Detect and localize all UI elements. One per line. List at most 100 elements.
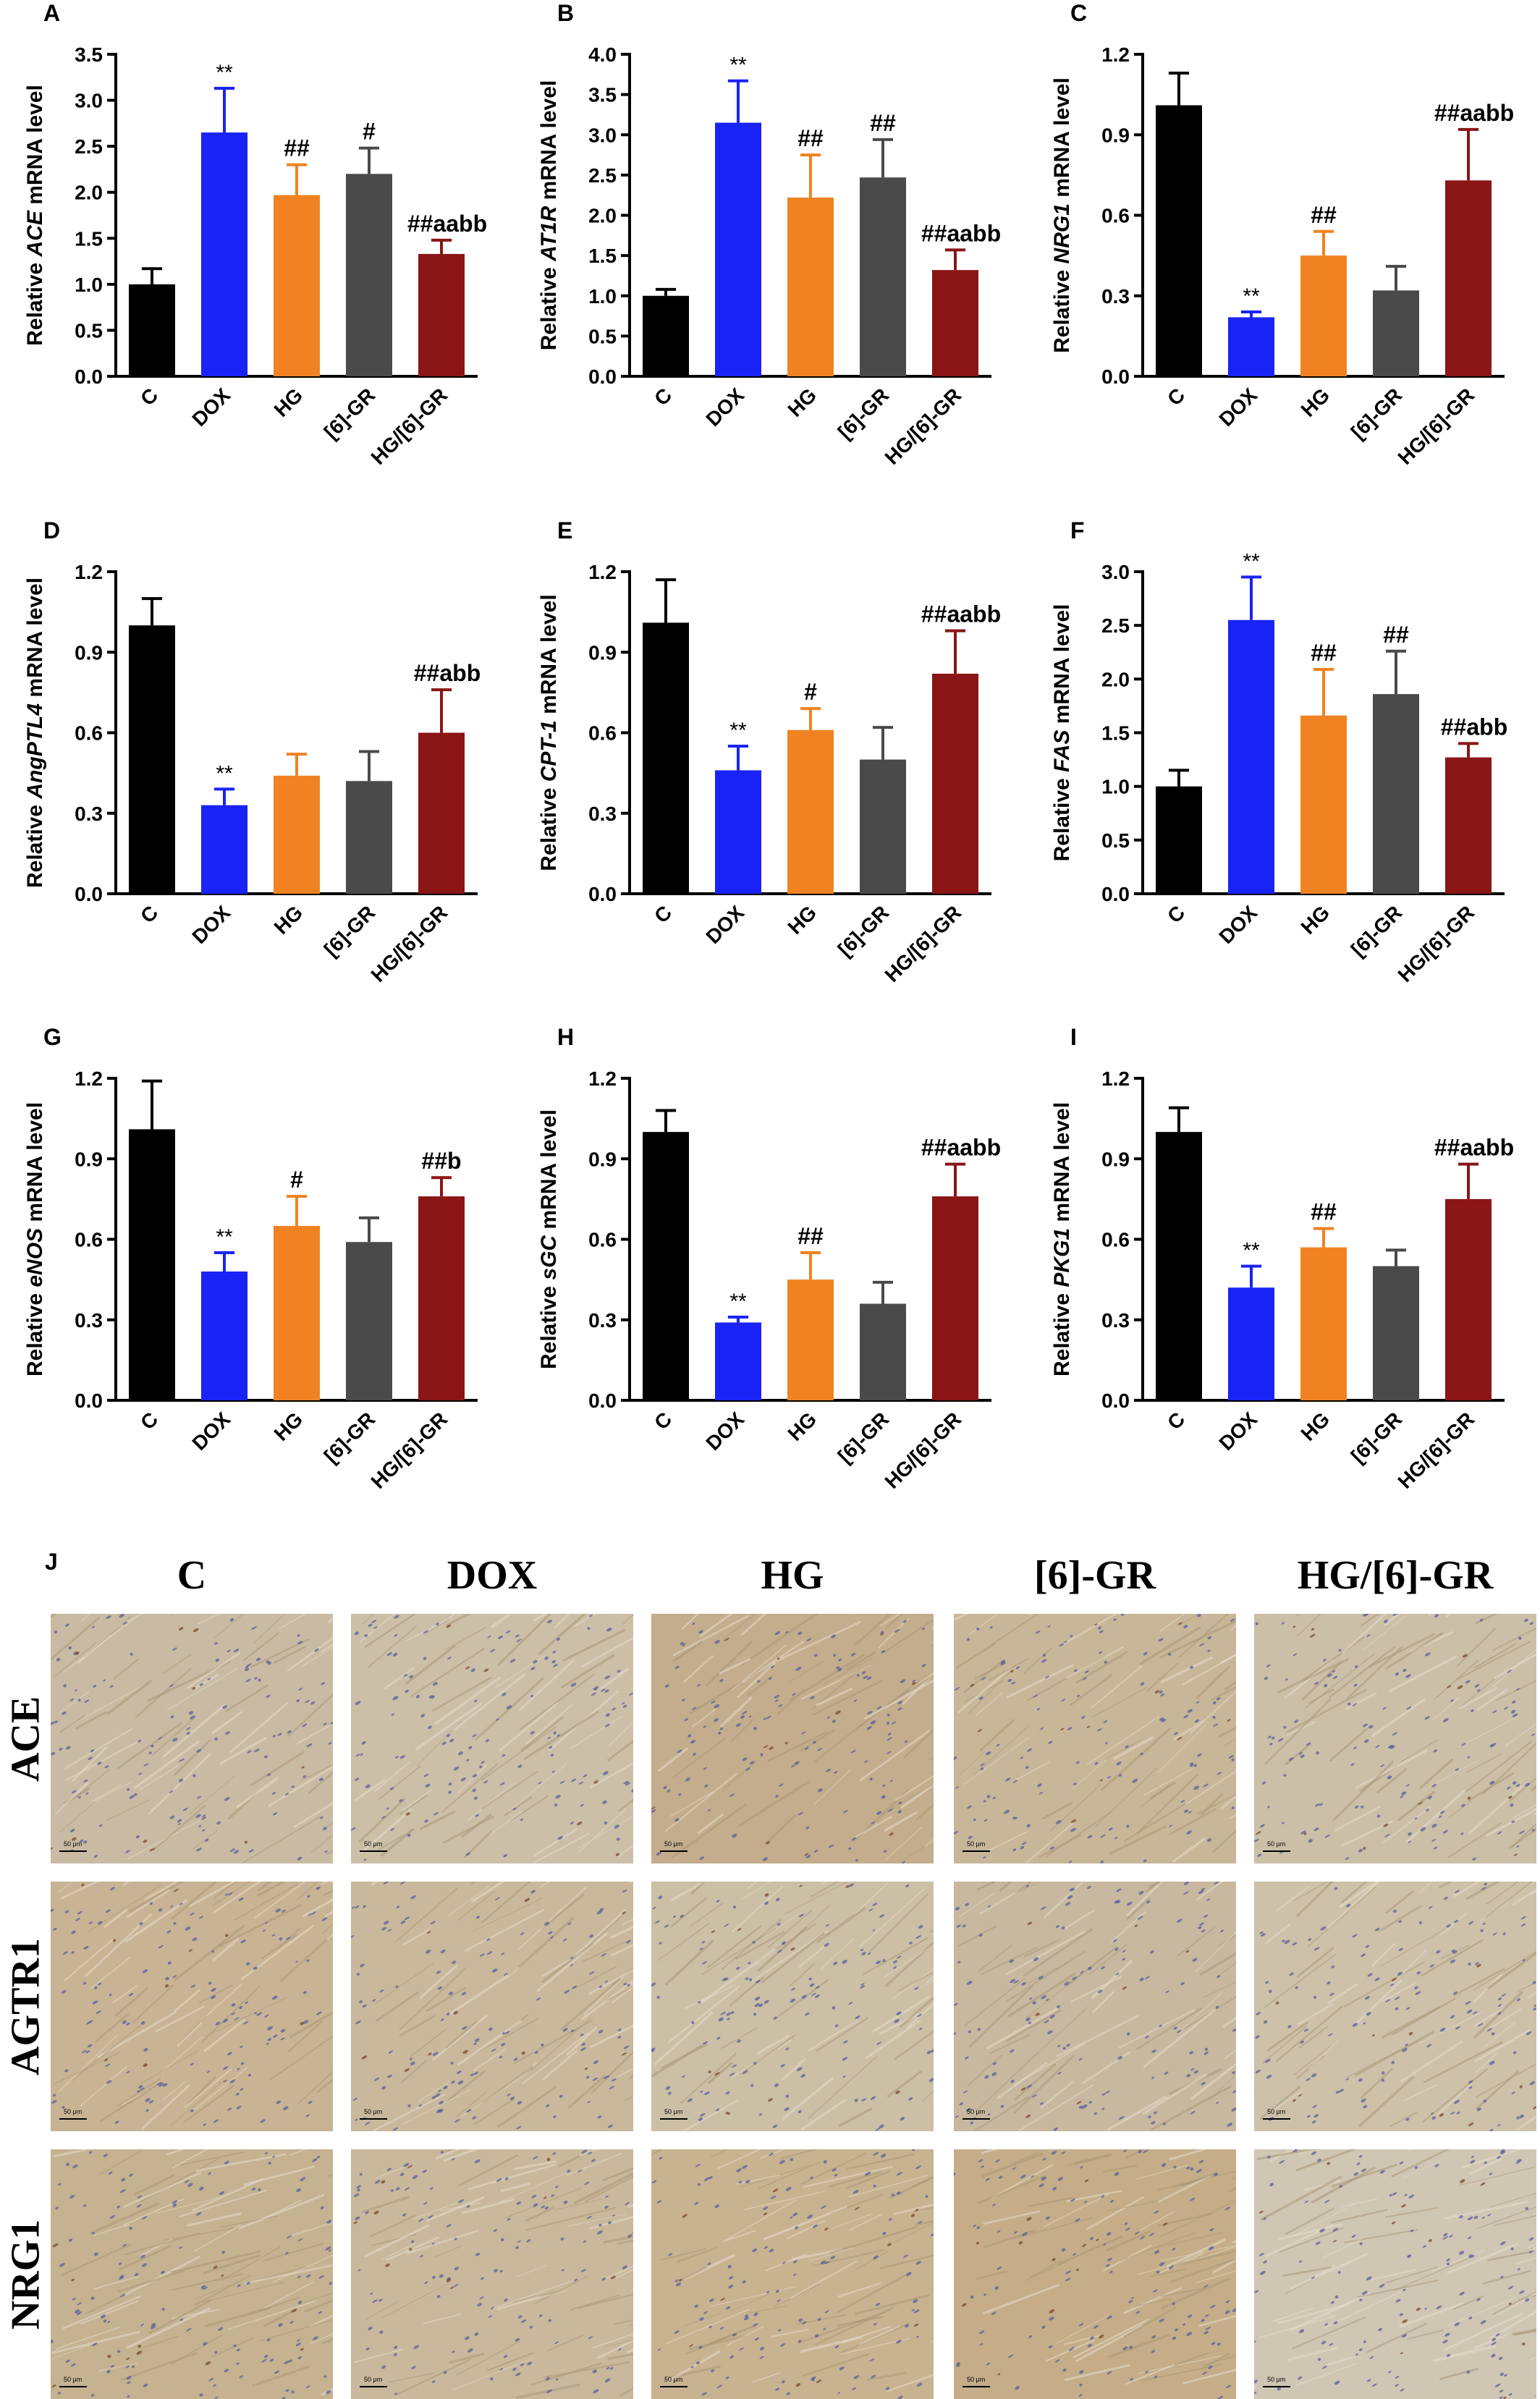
tissue-fiber [149, 2300, 211, 2333]
cell-nucleus [1374, 1977, 1381, 1982]
tissue-fiber [1398, 1791, 1435, 1820]
cell-nucleus [553, 2115, 557, 2118]
cell-nucleus [997, 2230, 1001, 2233]
scale-bar [660, 1850, 688, 1852]
tissue-fiber [1372, 1943, 1395, 1966]
cell-nucleus [356, 1972, 360, 1976]
cell-nucleus [524, 1897, 531, 1903]
tissue-fiber [742, 1641, 804, 1683]
cell-nucleus [1360, 1805, 1364, 1808]
cell-nucleus [955, 1786, 959, 1789]
tissue-fiber [1180, 1614, 1236, 1625]
cell-nucleus [656, 1995, 661, 1999]
cell-nucleus [1358, 2348, 1363, 2351]
tissue-fiber [377, 1829, 415, 1850]
cell-nucleus [1183, 1809, 1188, 1814]
tissue-fiber [190, 1776, 235, 1814]
cell-nucleus [1180, 1981, 1185, 1986]
cell-nucleus [423, 2201, 428, 2205]
y-label-prefix: Relative [537, 261, 561, 350]
cell-nucleus [488, 2027, 493, 2032]
cell-nucleus [708, 2070, 712, 2073]
cell-nucleus [240, 2088, 244, 2091]
x-tick-label: C [650, 1408, 676, 1434]
cell-nucleus [1216, 2102, 1219, 2104]
cell-nucleus [888, 2218, 892, 2222]
tissue-fiber [1042, 1803, 1072, 1819]
cell-nucleus [1051, 2150, 1058, 2156]
cell-nucleus [379, 1989, 384, 1993]
tissue-fiber [458, 2155, 518, 2186]
cell-nucleus [842, 2040, 848, 2044]
cell-nucleus [1036, 1782, 1042, 1787]
cell-nucleus [1387, 1774, 1392, 1780]
cell-nucleus [1405, 1673, 1411, 1678]
cell-nucleus [1394, 1996, 1400, 2000]
cell-nucleus [245, 1961, 250, 1966]
y-tick-label: 2.5 [1101, 614, 1130, 637]
cell-nucleus [402, 2213, 407, 2217]
tissue-fiber [684, 2100, 738, 2131]
cell-nucleus [1459, 2178, 1465, 2184]
cell-nucleus [396, 1905, 399, 1909]
cell-nucleus [1256, 1831, 1262, 1836]
cell-nucleus [694, 2201, 699, 2206]
cell-nucleus [553, 1731, 557, 1735]
tissue-fiber [1173, 1838, 1206, 1862]
cell-nucleus [1519, 2085, 1523, 2089]
scale-bar-label: 50 μm [1267, 1840, 1285, 1848]
cell-nucleus [1068, 1861, 1072, 1863]
cell-nucleus [806, 2214, 813, 2220]
tissue-fiber [260, 2200, 302, 2220]
tissue-fiber [1453, 2296, 1484, 2309]
cell-nucleus [1039, 1727, 1044, 1730]
cell-nucleus [774, 1699, 779, 1703]
cell-nucleus [1283, 1774, 1287, 1777]
cell-nucleus [741, 2165, 748, 2170]
cell-nucleus [986, 2362, 991, 2366]
cell-nucleus [850, 1652, 856, 1657]
cell-nucleus [664, 1684, 669, 1688]
cell-nucleus [1494, 2383, 1501, 2388]
cell-nucleus [1145, 2035, 1149, 2039]
cell-nucleus [576, 1821, 583, 1826]
cell-nucleus [140, 2323, 144, 2327]
cell-nucleus [921, 1663, 927, 1667]
tissue-fiber [406, 2230, 478, 2254]
cell-nucleus [1128, 2299, 1134, 2303]
cell-nucleus [275, 1908, 282, 1913]
significance-label: ##aabb [921, 1135, 1001, 1161]
y-tick-label: 3.5 [588, 84, 617, 106]
significance-label: ** [729, 54, 747, 77]
cell-nucleus [842, 2076, 846, 2078]
cell-nucleus [742, 2280, 747, 2284]
tissue-fiber [561, 1655, 614, 1688]
cell-nucleus [1395, 2298, 1401, 2303]
cell-nucleus [245, 2001, 249, 2005]
y-tick-label: 0.6 [1101, 205, 1130, 227]
cell-nucleus [145, 2109, 149, 2112]
cell-nucleus [354, 1631, 359, 1636]
tissue-fiber [708, 2062, 732, 2083]
tissue-fiber [114, 1659, 139, 1680]
cell-nucleus [1293, 1719, 1299, 1723]
cell-nucleus [842, 2057, 848, 2062]
cell-nucleus [879, 1913, 885, 1918]
cell-nucleus [753, 2312, 759, 2317]
cell-nucleus [1482, 1922, 1486, 1925]
cell-nucleus [399, 1882, 405, 1885]
cell-nucleus [236, 2348, 240, 2352]
cell-nucleus [604, 1723, 611, 1728]
cell-nucleus [221, 2274, 224, 2277]
cell-nucleus [530, 1666, 536, 1670]
cell-nucleus [604, 1821, 608, 1825]
cell-nucleus [962, 2090, 968, 2094]
cell-nucleus [499, 1782, 505, 1786]
cell-nucleus [832, 1654, 836, 1657]
cell-nucleus [654, 1920, 660, 1924]
cell-nucleus [182, 1807, 188, 1811]
tissue-fiber [590, 2015, 633, 2047]
cell-nucleus [431, 2275, 436, 2280]
cell-nucleus [173, 1921, 177, 1925]
cell-nucleus [866, 1725, 873, 1730]
